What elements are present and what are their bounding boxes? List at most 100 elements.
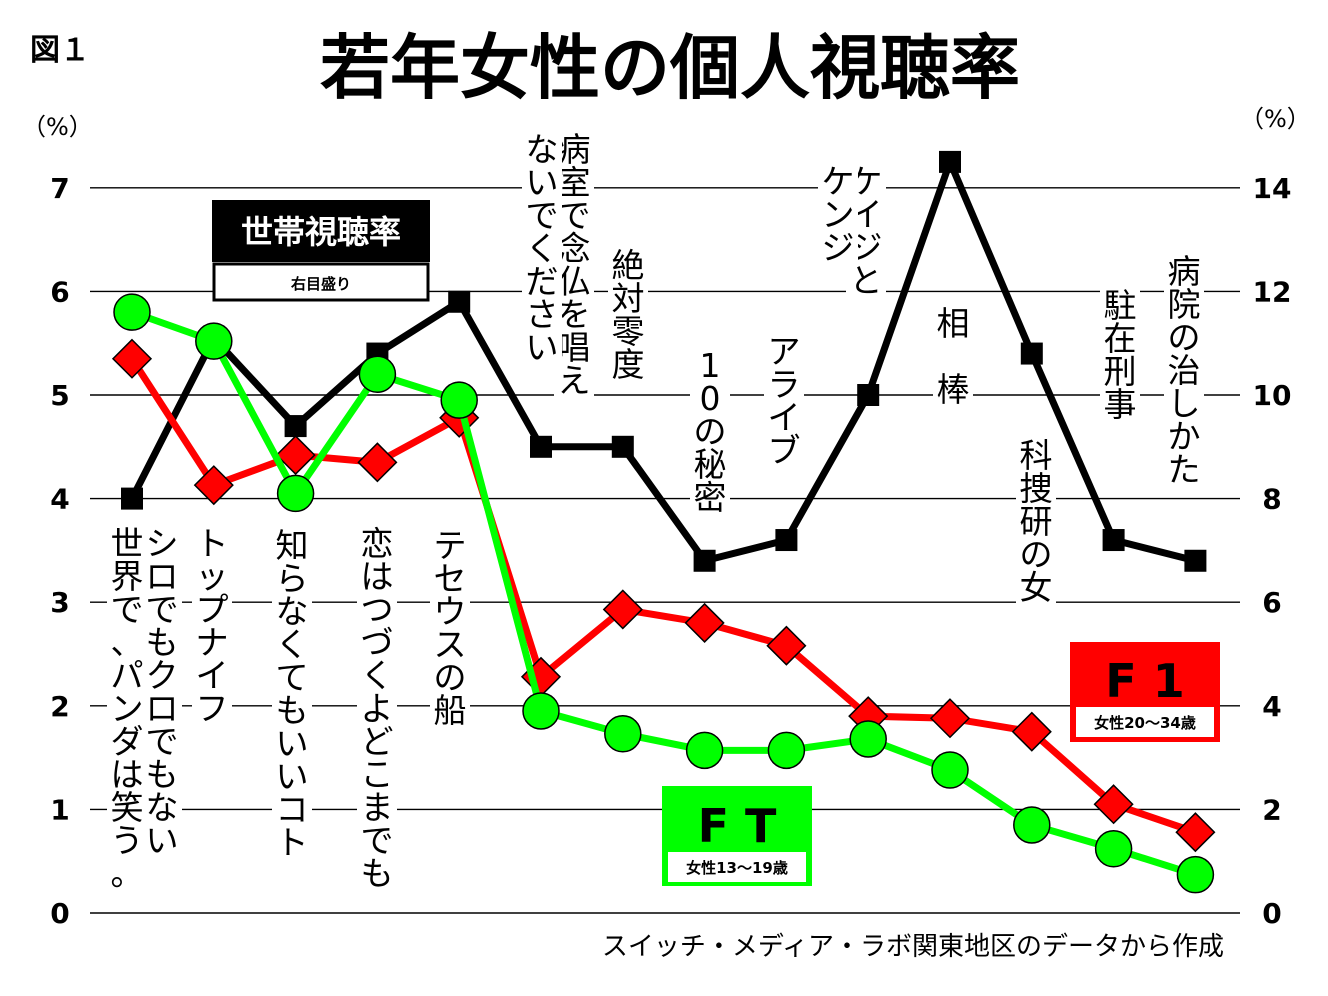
- program-label-char: 唱: [558, 328, 591, 367]
- data-point-diamond: [193, 465, 234, 506]
- program-label-char: 治: [1168, 351, 1201, 390]
- legend-f1-sub: 女性20～34歳: [1094, 714, 1196, 732]
- program-label-char: え: [558, 361, 591, 400]
- data-point-square: [1102, 529, 1125, 552]
- program-label-char: は: [361, 557, 394, 596]
- program-label-char: プ: [196, 590, 229, 629]
- series: [111, 150, 1216, 894]
- left-tick-label: 1: [50, 793, 69, 826]
- right-tick-label: 2: [1262, 793, 1281, 826]
- program-label-char: で: [526, 196, 559, 235]
- legend-ft: F T 女性13～19歳: [662, 786, 812, 886]
- program-label-backing: [522, 132, 562, 367]
- program-label-char: 科: [1020, 436, 1053, 475]
- data-point-square: [775, 529, 798, 552]
- data-point-circle: [276, 474, 315, 513]
- program-label-char: イ: [196, 656, 229, 695]
- program-label-char: い: [276, 724, 309, 763]
- program-label-char: フ: [196, 689, 229, 728]
- program-label-char: 仏: [558, 262, 591, 301]
- left-tick-label: 6: [50, 275, 69, 308]
- program-label-char: 刑: [1104, 352, 1137, 391]
- program-label-char: ス: [434, 625, 467, 664]
- program-label-char: い: [146, 821, 179, 860]
- program-label-char: な: [146, 788, 179, 827]
- program-label-char: ト: [276, 823, 309, 862]
- program-label-char: 1: [700, 346, 721, 385]
- legend-household-title: 世帯視聴率: [241, 213, 401, 251]
- program-label-char: ケ: [822, 162, 855, 201]
- program-label-char: ブ: [768, 431, 801, 470]
- right-tick-label: 0: [1262, 897, 1281, 930]
- series-diamond: [111, 338, 1216, 853]
- program-label-char: 、: [111, 623, 144, 662]
- legend-ft-sub: 女性13～19歳: [686, 859, 788, 877]
- legend-household-sub: 右目盛り: [291, 275, 351, 293]
- program-label-char: な: [276, 592, 309, 631]
- program-label-char: か: [1168, 417, 1201, 456]
- program-label-char: ク: [146, 656, 179, 695]
- program-label-char: と: [850, 261, 883, 300]
- program-label-char: だ: [526, 262, 559, 301]
- data-point-square: [939, 150, 961, 173]
- data-point-circle: [931, 751, 969, 789]
- program-label-backing: [142, 526, 182, 860]
- program-label-char: で: [361, 821, 394, 860]
- left-tick-label: 0: [50, 897, 69, 930]
- program-label-char: く: [526, 229, 559, 268]
- legend-f1-sub-box: [1076, 707, 1214, 737]
- program-label-char: な: [526, 130, 559, 169]
- legend-household-sub-box: [212, 262, 430, 302]
- program-label-char: 世: [111, 524, 144, 563]
- figure-label: 図１: [30, 33, 90, 68]
- program-label-char: さ: [526, 295, 559, 334]
- data-point-circle: [1094, 830, 1133, 868]
- right-tick-label: 8: [1262, 483, 1281, 516]
- data-point-circle: [849, 720, 887, 758]
- program-label-char: 度: [612, 345, 645, 384]
- program-label-char: ウ: [434, 592, 467, 631]
- program-label-char: で: [111, 590, 144, 629]
- program-label-char: 念: [558, 229, 591, 268]
- data-point-square: [1020, 342, 1043, 365]
- series-line: [128, 158, 1197, 565]
- program-label-char: た: [1168, 450, 1201, 489]
- data-point-square: [448, 290, 471, 313]
- program-label-char: 研: [1020, 502, 1053, 541]
- right-axis-ticks: 0 2 4 6 8 10 12 14: [1253, 172, 1292, 930]
- legend-ft-title: F T: [698, 799, 777, 853]
- program-label-char: で: [146, 590, 179, 629]
- program-label-char: 絶: [612, 246, 645, 285]
- program-label-char: の: [434, 658, 467, 697]
- left-tick-label: 4: [50, 483, 69, 516]
- program-label-char: も: [146, 623, 179, 662]
- program-label-char: イ: [768, 398, 801, 437]
- program-label-char: を: [558, 295, 591, 334]
- data-point-square: [121, 487, 143, 510]
- program-label-char: 院: [1168, 285, 1201, 324]
- program-label-backing: [430, 528, 470, 730]
- program-label-backing: [933, 306, 973, 409]
- program-label-char: ジ: [822, 228, 855, 267]
- program-label-char: シ: [146, 524, 179, 563]
- program-label-char: い: [526, 328, 559, 367]
- data-point-circle: [113, 293, 151, 331]
- right-tick-label: 12: [1253, 275, 1292, 308]
- right-tick-label: 14: [1253, 172, 1292, 205]
- program-label-char: 病: [1168, 252, 1201, 291]
- program-label-char: 。: [111, 854, 144, 893]
- left-axis-unit: （%）: [22, 113, 93, 141]
- program-label-backing: [608, 248, 648, 384]
- data-point-diamond: [275, 435, 316, 476]
- program-label-char: よ: [361, 689, 394, 728]
- data-point-square: [693, 549, 716, 572]
- program-labels: シロでもクロでもない世界で、パンダは笑う。トップナイフ知らなくてもいいコト恋はつ…: [107, 130, 1204, 893]
- program-label-char: で: [558, 196, 591, 235]
- data-point-diamond: [766, 625, 807, 666]
